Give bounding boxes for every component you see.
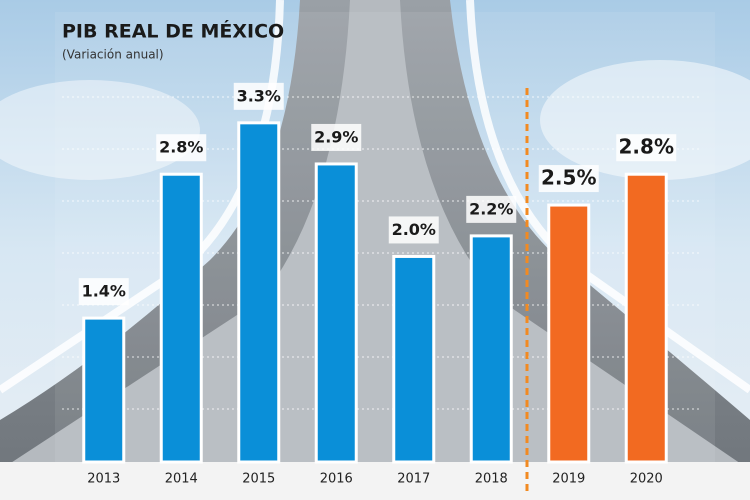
x-tick-label: 2017: [397, 472, 430, 487]
value-label-box: [311, 123, 362, 151]
bar: [237, 121, 281, 464]
bar: [314, 162, 358, 464]
value-label-box: [156, 134, 207, 162]
value-label: 2.8%: [159, 138, 203, 157]
value-label-box: [388, 216, 439, 244]
bar: [159, 172, 203, 464]
bar: [469, 234, 513, 464]
chart-title: PIB REAL DE MÉXICO: [62, 20, 284, 43]
value-label-box: [233, 82, 284, 110]
value-label: 3.3%: [237, 86, 281, 105]
value-label-box: [78, 278, 129, 306]
bar: [392, 254, 436, 464]
value-label: 2.9%: [314, 127, 358, 146]
value-label: 2.5%: [541, 166, 596, 190]
chart-subtitle: (Variación anual): [62, 48, 164, 62]
value-label-box: [538, 165, 599, 193]
x-tick-label: 2019: [552, 472, 585, 487]
x-tick-label: 2016: [320, 472, 353, 487]
x-tick-label: 2013: [87, 472, 120, 487]
value-label: 1.4%: [82, 282, 126, 301]
x-tick-label: 2018: [475, 472, 508, 487]
value-label: 2.2%: [469, 199, 513, 218]
value-label: 2.0%: [392, 220, 436, 239]
value-label-box: [616, 134, 677, 162]
bar: [547, 203, 591, 464]
bar: [82, 316, 126, 464]
x-tick-label: 2015: [242, 472, 275, 487]
bar: [624, 172, 668, 464]
value-label: 2.8%: [619, 135, 674, 159]
value-label-box: [466, 195, 517, 223]
x-tick-label: 2014: [165, 472, 198, 487]
x-tick-label: 2020: [630, 472, 663, 487]
